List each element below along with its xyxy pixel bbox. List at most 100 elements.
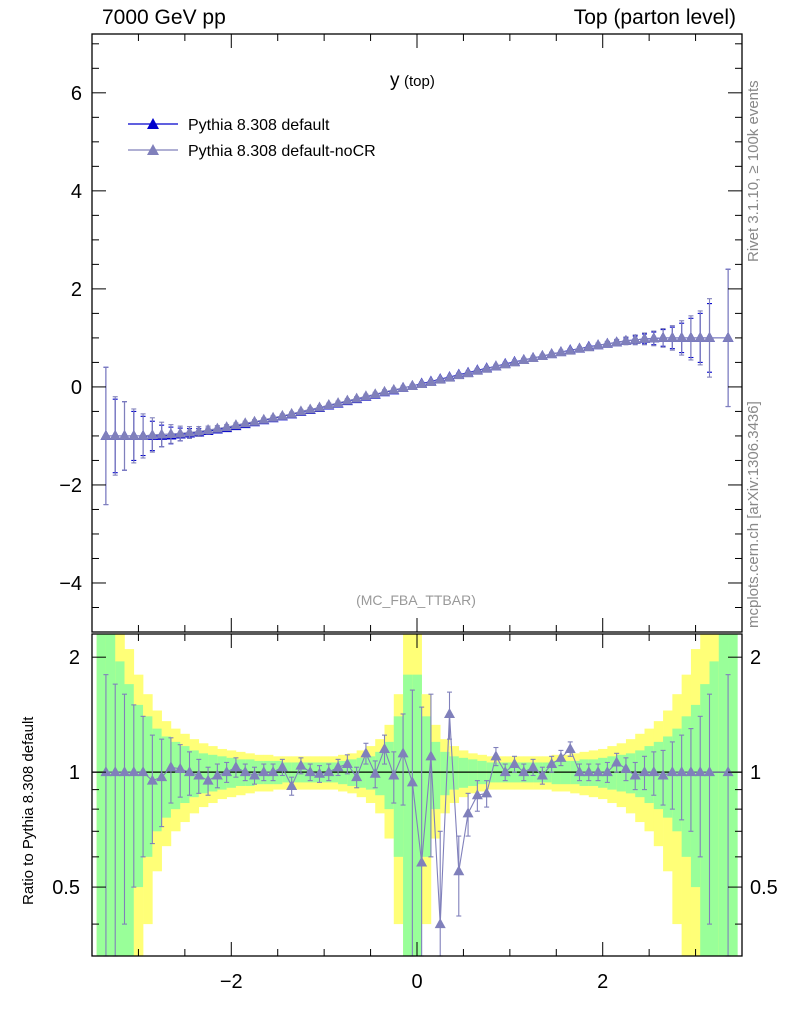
- ratio-marker: [499, 766, 511, 777]
- ratio-marker: [583, 766, 595, 777]
- band-inner-bin: [365, 756, 376, 790]
- ratio-y-tick-label-right: 0.5: [750, 877, 778, 899]
- analysis-watermark: (MC_FBA_TTBAR): [356, 592, 476, 608]
- ratio-marker: [453, 865, 465, 876]
- marker-nocr: [286, 407, 298, 418]
- ratio-marker: [406, 776, 418, 787]
- band-inner-bin: [663, 736, 673, 818]
- ratio-marker: [341, 758, 353, 769]
- ratio-marker: [314, 767, 325, 778]
- band-inner-bin: [96, 634, 107, 956]
- marker-nocr: [276, 409, 288, 420]
- marker-nocr: [583, 341, 595, 352]
- marker-nocr: [100, 429, 112, 440]
- marker-nocr: [406, 379, 418, 390]
- band-inner-bin: [607, 756, 617, 790]
- ratio-marker: [276, 761, 288, 772]
- marker-nocr: [202, 424, 214, 435]
- marker-nocr: [388, 383, 400, 394]
- marker-nocr: [137, 429, 149, 440]
- y-tick-label: 0: [71, 377, 82, 399]
- legend: Pythia 8.308 default Pythia 8.308 defaul…: [128, 117, 376, 160]
- marker-nocr: [555, 346, 567, 357]
- ratio-marker: [258, 766, 270, 777]
- band-inner-bin: [616, 754, 627, 792]
- ratio-marker: [137, 766, 149, 777]
- ratio-marker: [611, 756, 623, 767]
- ratio-marker: [249, 769, 260, 780]
- band-inner-bin: [403, 674, 413, 956]
- ratio-marker: [109, 766, 121, 777]
- marker-nocr: [629, 333, 641, 344]
- ratio-marker: [555, 751, 567, 762]
- ratio-marker: [146, 774, 158, 785]
- ratio-marker: [648, 766, 660, 777]
- band-inner-bin: [709, 661, 720, 956]
- marker-nocr: [722, 331, 734, 342]
- ratio-marker: [221, 766, 233, 777]
- ratio-y-tick-label: 2: [69, 647, 80, 669]
- ratio-marker: [174, 762, 186, 773]
- ratio-marker: [295, 759, 307, 770]
- marker-nocr: [295, 405, 307, 416]
- marker-nocr: [564, 344, 576, 355]
- marker-nocr: [128, 429, 140, 440]
- ratio-marker: [564, 742, 576, 753]
- ratio-marker: [620, 762, 632, 773]
- ratio-marker: [286, 779, 298, 790]
- marker-nocr: [639, 332, 650, 343]
- marker-nocr: [425, 376, 437, 387]
- ratio-marker: [388, 769, 400, 780]
- marker-nocr: [360, 390, 372, 401]
- band-inner-bin: [458, 757, 469, 788]
- ratio-marker: [639, 766, 650, 777]
- marker-nocr: [221, 421, 233, 432]
- band-inner-bin: [161, 736, 172, 818]
- band-inner-bin: [430, 741, 441, 810]
- marker-nocr: [453, 369, 465, 380]
- ratio-marker: [119, 766, 130, 777]
- ratio-y-tick-label: 0.5: [52, 877, 80, 899]
- y-tick-label: −4: [59, 573, 82, 595]
- band-inner-bin: [672, 728, 682, 832]
- marker-nocr: [165, 427, 177, 438]
- ratio-marker: [425, 750, 437, 761]
- marker-nocr: [351, 392, 363, 403]
- marker-nocr: [184, 426, 195, 437]
- ratio-y-tick-label: 1: [69, 762, 80, 784]
- band-inner-bin: [356, 757, 367, 788]
- marker-nocr: [211, 422, 223, 433]
- band-inner-bin: [198, 753, 209, 794]
- ratio-marker: [704, 766, 715, 777]
- marker-nocr: [518, 353, 530, 364]
- ratio-marker: [546, 758, 558, 769]
- marker-nocr: [536, 350, 548, 361]
- ratio-marker: [379, 742, 390, 753]
- ratio-marker: [323, 766, 335, 777]
- ratio-y-tick-label-right: 1: [750, 762, 761, 784]
- ratio-uncertainty-bands: [96, 634, 738, 956]
- ratio-marker: [694, 766, 706, 777]
- marker-nocr: [462, 367, 474, 378]
- ratio-marker: [416, 856, 428, 867]
- marker-nocr: [193, 425, 205, 436]
- marker-nocr: [592, 339, 604, 350]
- ratio-marker: [397, 747, 409, 758]
- ratio-marker: [527, 761, 539, 772]
- ratio-marker: [211, 769, 223, 780]
- marker-nocr: [444, 371, 455, 382]
- band-inner-bin: [421, 716, 432, 857]
- band-inner-bin: [393, 716, 404, 857]
- marker-nocr: [323, 399, 335, 410]
- ratio-marker: [490, 750, 502, 761]
- marker-nocr: [304, 403, 316, 414]
- ratio-marker: [332, 761, 344, 772]
- ratio-marker: [509, 758, 520, 769]
- marker-nocr: [611, 336, 623, 347]
- legend-label-nocr: Pythia 8.308 default-noCR: [188, 143, 376, 160]
- band-inner-bin: [105, 634, 116, 956]
- band-inner-bin: [449, 756, 460, 790]
- ratio-marker: [601, 766, 613, 777]
- marker-nocr: [249, 415, 260, 426]
